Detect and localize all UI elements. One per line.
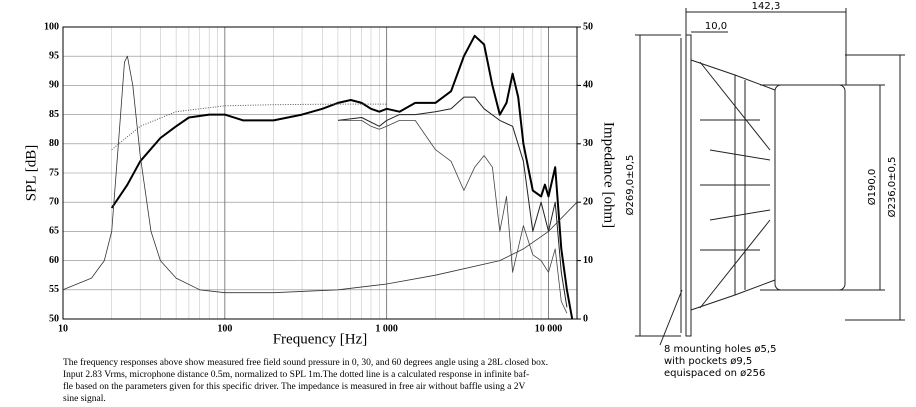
series-line xyxy=(62,55,578,294)
y-tick-label: 80 xyxy=(49,138,59,149)
drawing: 142,3 10,0 Ø269,0±0,5 Ø190,0 Ø236,0±0,5 … xyxy=(624,1,905,379)
y-axis-label: SPL [dB] xyxy=(23,145,39,202)
holes-note: with pockets ø9,5 xyxy=(664,356,752,367)
y2-tick-label: 0 xyxy=(583,313,588,324)
y2-tick-label: 50 xyxy=(583,21,593,32)
basket xyxy=(690,59,776,311)
y-tick-label: 100 xyxy=(44,21,59,32)
y2-tick-label: 30 xyxy=(583,138,593,149)
dim-cutout: Ø236,0±0,5 xyxy=(886,157,898,218)
x-tick-label: 10 xyxy=(58,323,68,334)
caption-line: sine signal. xyxy=(63,394,106,404)
dim-depth: 142,3 xyxy=(752,1,781,12)
y-tick-label: 75 xyxy=(49,167,59,178)
x-tick-label: 100 xyxy=(217,323,232,334)
y2-tick-label: 10 xyxy=(583,255,593,266)
y-tick-label: 55 xyxy=(49,284,59,295)
y-tick-label: 90 xyxy=(49,80,59,91)
dim-lines xyxy=(635,8,905,346)
y-tick-label: 60 xyxy=(49,255,59,266)
y2-tick-label: 40 xyxy=(583,80,593,91)
series-line xyxy=(111,103,387,150)
flange xyxy=(680,34,692,337)
y-tick-label: 95 xyxy=(49,50,59,61)
y-tick-label: 70 xyxy=(49,196,59,207)
y-tick-label: 65 xyxy=(49,226,59,237)
x-axis-label: Frequency [Hz] xyxy=(273,331,368,347)
caption-line: Input 2.83 Vrms, microphone distance 0.5… xyxy=(63,369,529,380)
holes-note: equispaced on ø256 xyxy=(664,368,765,379)
series-line xyxy=(110,34,574,320)
dim-outer: Ø269,0±0,5 xyxy=(624,155,636,216)
series-line xyxy=(337,96,568,308)
x-tick-label: 10 000 xyxy=(535,323,563,334)
y-tick-label: 85 xyxy=(49,109,59,120)
dim-magnet: Ø190,0 xyxy=(866,169,878,206)
dim-flange: 10,0 xyxy=(705,21,727,32)
magnet xyxy=(774,84,846,291)
y2-axis-label: Impedance [ohm] xyxy=(601,122,617,228)
plot-frame xyxy=(62,26,578,320)
y2-tick-label: 20 xyxy=(583,196,593,207)
caption: The frequency responses above show measu… xyxy=(63,357,548,404)
series-line xyxy=(338,120,568,314)
holes-note: 8 mounting holes ø5,5 xyxy=(664,344,776,355)
caption-line: The frequency responses above show measu… xyxy=(63,357,548,368)
caption-line: fle based on the parameters given for th… xyxy=(63,381,525,392)
x-tick-label: 1 000 xyxy=(375,323,398,334)
y-tick-label: 50 xyxy=(49,313,59,324)
